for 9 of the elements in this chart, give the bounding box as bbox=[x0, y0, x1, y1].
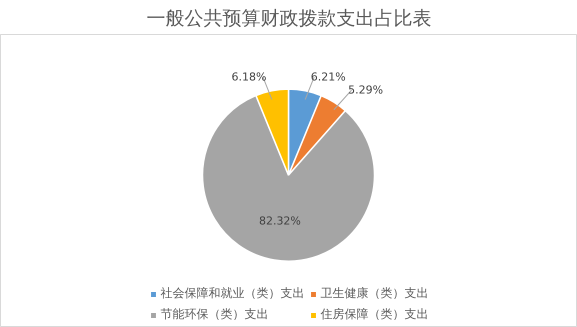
legend-label: 卫生健康（类）支出 bbox=[320, 285, 428, 302]
data-label: 5.29% bbox=[348, 84, 384, 97]
data-label: 82.32% bbox=[258, 214, 301, 228]
data-label: 6.18% bbox=[231, 70, 266, 84]
data-label: 6.21% bbox=[310, 70, 346, 84]
legend-label: 社会保障和就业（类）支出 bbox=[160, 285, 304, 302]
legend-label: 住房保障（类）支出 bbox=[320, 306, 428, 323]
legend-label: 节能环保（类）支出 bbox=[160, 306, 268, 323]
chart-title: 一般公共预算财政拨款支出占比表 bbox=[146, 8, 432, 30]
